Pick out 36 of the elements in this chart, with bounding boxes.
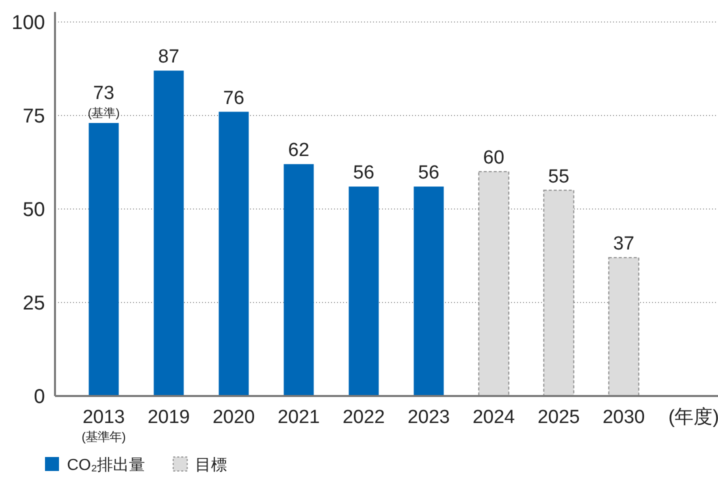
y-tick-label: 50 bbox=[22, 199, 45, 221]
y-tick-label: 100 bbox=[12, 12, 45, 34]
bar bbox=[284, 164, 314, 396]
bar bbox=[154, 70, 184, 396]
data-label: 56 bbox=[418, 162, 440, 184]
bar bbox=[543, 190, 574, 396]
bar bbox=[478, 171, 510, 396]
data-label: 55 bbox=[548, 166, 570, 188]
data-label: 73 bbox=[93, 82, 114, 104]
x-tick-label: 2019 bbox=[148, 407, 190, 428]
y-tick-label: 0 bbox=[34, 386, 45, 408]
x-tick-label: 2024 bbox=[472, 407, 516, 428]
y-tick-label: 75 bbox=[22, 106, 45, 128]
data-label: 37 bbox=[613, 234, 634, 255]
bar bbox=[608, 257, 640, 396]
x-tick-label: 2030 bbox=[602, 407, 645, 428]
x-tick-label: 2013 (基準年) bbox=[82, 407, 126, 444]
data-label: 62 bbox=[288, 140, 310, 162]
bar bbox=[348, 186, 379, 396]
bar bbox=[218, 112, 249, 396]
bar bbox=[88, 122, 119, 396]
legend-label: 目標 bbox=[195, 456, 228, 474]
annotation: (基準) bbox=[88, 106, 120, 120]
x-axis-title: (年度) bbox=[668, 406, 718, 428]
bar bbox=[414, 186, 444, 396]
x-tick-label: 2022 bbox=[342, 407, 385, 428]
data-label: 76 bbox=[223, 88, 244, 109]
data-label: 60 bbox=[483, 148, 504, 169]
data-label: 87 bbox=[158, 46, 180, 68]
data-label: 56 bbox=[353, 162, 374, 184]
y-tick-label: 25 bbox=[22, 292, 45, 314]
x-tick-label: 2025 bbox=[538, 407, 580, 428]
legend-label: CO₂排出量 bbox=[67, 456, 146, 474]
x-tick-label: 2023 bbox=[408, 407, 450, 428]
x-tick-label: 2020 bbox=[212, 407, 255, 428]
x-tick-label: 2021 bbox=[278, 407, 320, 428]
